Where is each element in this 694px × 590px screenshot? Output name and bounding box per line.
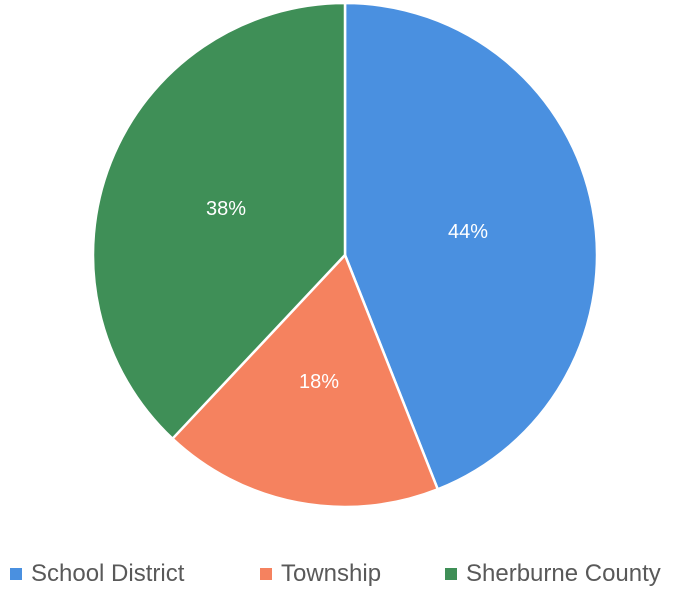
pie-slice-school-district <box>343 1 599 491</box>
pie-slices <box>91 1 599 509</box>
legend-label-school-district: School District <box>31 560 185 587</box>
legend-swatch-school-district <box>10 568 22 580</box>
legend-item-township: Township <box>260 560 381 588</box>
legend-swatch-sherburne-county <box>445 568 457 580</box>
legend-label-sherburne-county: Sherburne County <box>466 560 661 587</box>
slice-label-sherburne-county: 38% <box>206 198 246 220</box>
slice-label-township: 18% <box>299 371 339 393</box>
pie-slice-township <box>171 253 440 509</box>
slice-label-school-district: 44% <box>448 221 488 243</box>
legend-item-sherburne-county: Sherburne County <box>445 560 661 588</box>
legend-label-township: Township <box>281 560 382 587</box>
legend-swatch-township <box>260 568 272 580</box>
legend-item-school-district: School District <box>10 560 184 588</box>
pie-slice-sherburne-county <box>91 1 347 440</box>
chart-legend: School District Township Sherburne Count… <box>0 560 694 590</box>
pie-slice-labels: 44% 18% 38% <box>206 198 488 393</box>
